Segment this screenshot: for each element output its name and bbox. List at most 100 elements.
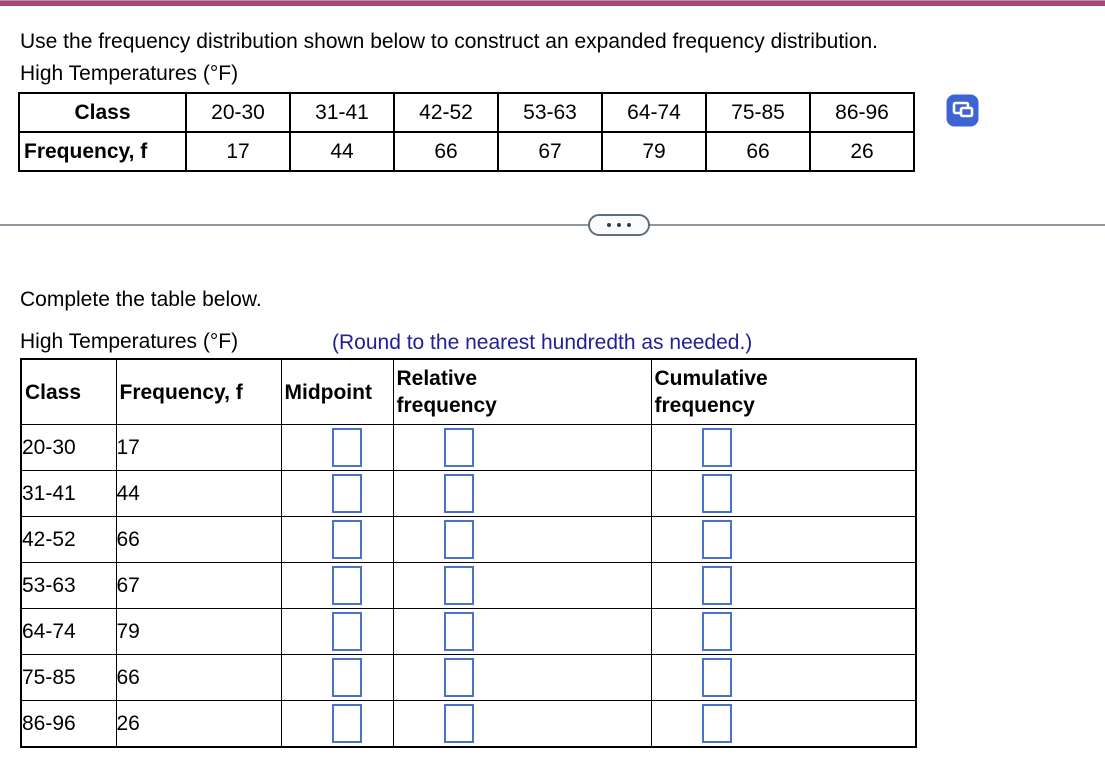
midpoint-input-cell xyxy=(280,470,394,517)
midpoint-input[interactable] xyxy=(331,704,362,743)
column-header-relative-frequency: Relative frequency xyxy=(392,358,652,425)
given-class-cell: 53-63 xyxy=(497,92,603,133)
midpoint-input[interactable] xyxy=(331,474,362,513)
row-class-value: 53-63 xyxy=(20,562,117,609)
midpoint-input-cell xyxy=(280,700,394,748)
given-class-cell: 31-41 xyxy=(289,92,395,133)
midpoint-input[interactable] xyxy=(331,658,362,697)
midpoint-input[interactable] xyxy=(331,566,362,605)
given-frequency-cell: 26 xyxy=(809,131,915,172)
relative-frequency-input-cell xyxy=(392,562,652,609)
rounding-note: (Round to the nearest hundredth as neede… xyxy=(332,331,753,354)
midpoint-input[interactable] xyxy=(331,612,362,651)
answer-table-row: 86-96 26 xyxy=(20,700,917,748)
midpoint-input-cell xyxy=(280,516,394,563)
answer-table: Class Frequency, f Midpoint Relative fre… xyxy=(20,358,917,748)
relative-frequency-input-cell xyxy=(392,700,652,748)
column-header-midpoint: Midpoint xyxy=(280,358,394,425)
midpoint-input-cell xyxy=(280,562,394,609)
given-class-cell: 64-74 xyxy=(601,92,707,133)
cumulative-frequency-input-cell xyxy=(650,424,917,471)
answer-table-row: 64-74 79 xyxy=(20,608,917,655)
answer-table-row: 20-30 17 xyxy=(20,424,917,471)
given-frequency-cell: 44 xyxy=(289,131,395,172)
given-class-cell: 75-85 xyxy=(705,92,811,133)
cumulative-frequency-input[interactable] xyxy=(701,428,732,467)
relative-frequency-input[interactable] xyxy=(443,520,474,559)
cumulative-frequency-input-cell xyxy=(650,562,917,609)
midpoint-input-cell xyxy=(280,608,394,655)
given-class-cell: 42-52 xyxy=(393,92,499,133)
row-frequency-value: 79 xyxy=(115,608,282,655)
row-class-value: 75-85 xyxy=(20,654,117,701)
copy-data-icon[interactable] xyxy=(946,94,979,127)
more-options-icon[interactable] xyxy=(588,214,650,236)
given-table-title: High Temperatures (°F) xyxy=(20,62,239,85)
relative-frequency-input-cell xyxy=(392,608,652,655)
cumulative-frequency-input-cell xyxy=(650,608,917,655)
relative-frequency-input[interactable] xyxy=(443,612,474,651)
cumulative-frequency-input[interactable] xyxy=(701,658,732,697)
class-row-label: Class xyxy=(18,92,187,133)
cumulative-frequency-input-cell xyxy=(650,516,917,563)
cumulative-frequency-input[interactable] xyxy=(701,520,732,559)
cumulative-frequency-input[interactable] xyxy=(701,566,732,605)
answer-table-title: High Temperatures (°F) xyxy=(20,330,239,353)
row-class-value: 42-52 xyxy=(20,516,117,563)
row-frequency-value: 66 xyxy=(115,654,282,701)
answer-table-row: 53-63 67 xyxy=(20,562,917,609)
relative-frequency-input-cell xyxy=(392,470,652,517)
row-class-value: 86-96 xyxy=(20,700,117,748)
relative-frequency-input-cell xyxy=(392,516,652,563)
answer-instruction: Complete the table below. xyxy=(20,288,262,311)
ellipsis-dot xyxy=(607,223,611,227)
relative-frequency-input[interactable] xyxy=(443,658,474,697)
ellipsis-dot xyxy=(617,223,621,227)
given-frequency-cell: 79 xyxy=(601,131,707,172)
column-header-frequency: Frequency, f xyxy=(115,358,282,425)
given-frequencies-row: Frequency, f 17 44 66 67 79 66 26 xyxy=(18,131,915,172)
given-frequency-cell: 66 xyxy=(393,131,499,172)
ellipsis-dot xyxy=(627,223,631,227)
copy-data-icon-glyph xyxy=(946,94,979,127)
relative-frequency-input[interactable] xyxy=(443,704,474,743)
cumulative-frequency-input[interactable] xyxy=(701,612,732,651)
question-prompt: Use the frequency distribution shown bel… xyxy=(20,26,878,90)
relative-frequency-input-cell xyxy=(392,654,652,701)
cumulative-frequency-input[interactable] xyxy=(701,704,732,743)
midpoint-input-cell xyxy=(280,654,394,701)
cumulative-frequency-input-cell xyxy=(650,700,917,748)
relative-frequency-input[interactable] xyxy=(443,566,474,605)
column-header-class: Class xyxy=(20,358,117,425)
row-class-value: 31-41 xyxy=(20,470,117,517)
answer-table-row: 31-41 44 xyxy=(20,470,917,517)
row-frequency-value: 17 xyxy=(115,424,282,471)
relative-frequency-input[interactable] xyxy=(443,474,474,513)
given-class-cell: 86-96 xyxy=(809,92,915,133)
section-divider xyxy=(0,214,1105,236)
row-frequency-value: 26 xyxy=(115,700,282,748)
midpoint-input-cell xyxy=(280,424,394,471)
answer-table-body: 20-30 17 31-41 44 42-52 66 53-63 67 64-74 79 75-85… xyxy=(20,424,917,748)
midpoint-input[interactable] xyxy=(331,428,362,467)
cumulative-frequency-input[interactable] xyxy=(701,474,732,513)
row-class-value: 64-74 xyxy=(20,608,117,655)
given-frequency-table: Class 20-30 31-41 42-52 53-63 64-74 75-85 86-9… xyxy=(18,92,915,172)
midpoint-input[interactable] xyxy=(331,520,362,559)
answer-table-header-row: Class Frequency, f Midpoint Relative fre… xyxy=(20,358,917,425)
row-frequency-value: 66 xyxy=(115,516,282,563)
cumulative-frequency-input-cell xyxy=(650,654,917,701)
top-accent-bar xyxy=(0,0,1105,6)
given-frequency-cell: 66 xyxy=(705,131,811,172)
given-class-cell: 20-30 xyxy=(185,92,291,133)
answer-table-row: 42-52 66 xyxy=(20,516,917,563)
given-frequency-cell: 67 xyxy=(497,131,603,172)
relative-frequency-input[interactable] xyxy=(443,428,474,467)
cumulative-frequency-input-cell xyxy=(650,470,917,517)
row-class-value: 20-30 xyxy=(20,424,117,471)
frequency-row-label: Frequency, f xyxy=(18,131,187,172)
prompt-text: Use the frequency distribution shown bel… xyxy=(20,30,879,53)
given-classes-row: Class 20-30 31-41 42-52 53-63 64-74 75-85 86-9… xyxy=(18,92,915,133)
relative-frequency-input-cell xyxy=(392,424,652,471)
